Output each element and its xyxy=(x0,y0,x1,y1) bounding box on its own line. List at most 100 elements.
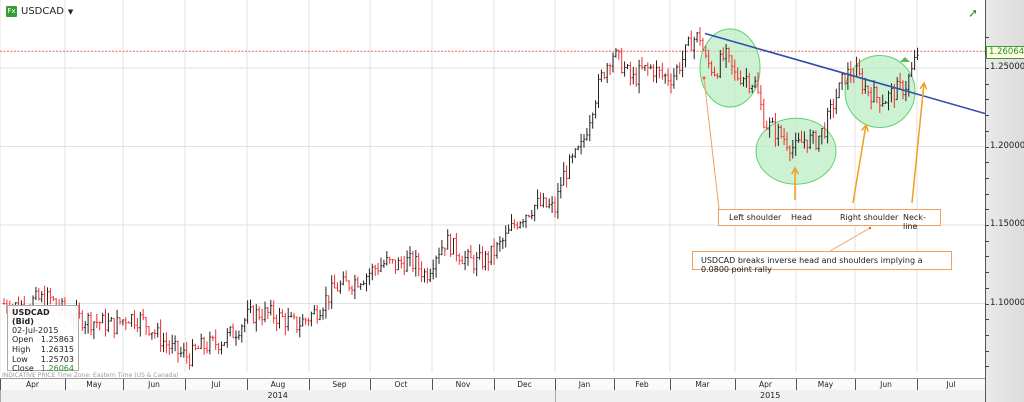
ohlc-bar[interactable] xyxy=(600,69,603,83)
ohlc-bar[interactable] xyxy=(176,340,180,363)
ohlc-bar[interactable] xyxy=(124,317,127,331)
ohlc-bar[interactable] xyxy=(388,256,391,264)
ohlc-bar[interactable] xyxy=(864,77,867,94)
ohlc-bar[interactable] xyxy=(722,47,725,62)
ohlc-bar[interactable] xyxy=(458,253,461,265)
ohlc-bar[interactable] xyxy=(835,88,838,115)
year-axis[interactable]: 2014 2015 xyxy=(0,390,985,402)
ohlc-bar[interactable] xyxy=(606,62,609,84)
ohlc-bar[interactable] xyxy=(727,47,731,63)
ohlc-bar[interactable] xyxy=(336,282,339,292)
ohlc-bar[interactable] xyxy=(2,298,6,305)
ohlc-bar[interactable] xyxy=(910,61,913,77)
ohlc-bar[interactable] xyxy=(229,326,232,337)
ohlc-bar[interactable] xyxy=(730,55,734,75)
ohlc-bar[interactable] xyxy=(136,318,139,333)
ohlc-bar[interactable] xyxy=(649,64,652,70)
ohlc-bar[interactable] xyxy=(330,275,333,310)
ohlc-bar[interactable] xyxy=(617,49,620,60)
ohlc-bar[interactable] xyxy=(144,316,148,335)
ohlc-bar[interactable] xyxy=(101,312,104,324)
neckline[interactable] xyxy=(704,32,985,115)
ohlc-bar[interactable] xyxy=(626,63,629,70)
ohlc-bar[interactable] xyxy=(463,250,467,271)
ohlc-bar[interactable] xyxy=(127,321,130,324)
ohlc-bar[interactable] xyxy=(562,162,565,186)
ohlc-bar[interactable] xyxy=(545,197,548,208)
ohlc-bar[interactable] xyxy=(843,73,847,85)
ohlc-bar[interactable] xyxy=(461,255,464,265)
ohlc-bar[interactable] xyxy=(591,112,594,129)
ohlc-bar[interactable] xyxy=(287,307,290,331)
ohlc-bar[interactable] xyxy=(382,259,386,268)
ohlc-bar[interactable] xyxy=(104,308,107,337)
ohlc-bar[interactable] xyxy=(150,332,154,340)
ohlc-bar[interactable] xyxy=(374,264,377,277)
ohlc-bar[interactable] xyxy=(548,198,551,209)
ohlc-bar[interactable] xyxy=(823,122,826,139)
ohlc-bar[interactable] xyxy=(803,131,806,149)
ohlc-bar[interactable] xyxy=(806,139,809,153)
ohlc-bar[interactable] xyxy=(916,47,919,60)
ohlc-bar[interactable] xyxy=(217,342,220,355)
ohlc-bar[interactable] xyxy=(797,132,800,143)
ohlc-bar[interactable] xyxy=(292,312,296,320)
ohlc-bar[interactable] xyxy=(765,120,768,130)
ohlc-bar[interactable] xyxy=(159,319,162,352)
ohlc-bar[interactable] xyxy=(437,247,441,264)
ohlc-bar[interactable] xyxy=(881,94,884,107)
ohlc-bar[interactable] xyxy=(745,68,748,88)
ohlc-bar[interactable] xyxy=(748,72,751,94)
ohlc-bar[interactable] xyxy=(342,271,345,286)
ohlc-bar[interactable] xyxy=(313,305,316,315)
ohlc-bar[interactable] xyxy=(585,127,589,141)
ohlc-bar[interactable] xyxy=(498,236,502,252)
ohlc-bar[interactable] xyxy=(391,258,394,264)
ohlc-bar[interactable] xyxy=(487,251,490,271)
ohlc-bar[interactable] xyxy=(327,295,330,310)
ohlc-bar[interactable] xyxy=(307,317,310,326)
ohlc-bar[interactable] xyxy=(733,59,736,81)
ohlc-bar[interactable] xyxy=(263,301,267,323)
ohlc-bar[interactable] xyxy=(443,247,446,257)
ohlc-bar[interactable] xyxy=(162,332,165,353)
ohlc-bar[interactable] xyxy=(115,309,119,335)
ohlc-bar[interactable] xyxy=(693,36,696,60)
ohlc-bar[interactable] xyxy=(466,248,470,266)
ohlc-bar[interactable] xyxy=(452,237,455,255)
ohlc-bar[interactable] xyxy=(472,254,475,274)
ohlc-bar[interactable] xyxy=(820,127,823,145)
ohlc-bar[interactable] xyxy=(84,320,87,335)
ohlc-bar[interactable] xyxy=(205,341,209,354)
ohlc-bar[interactable] xyxy=(284,312,287,336)
ohlc-bar[interactable] xyxy=(197,345,200,350)
ohlc-bar[interactable] xyxy=(423,268,426,283)
ohlc-bar[interactable] xyxy=(565,165,568,188)
ohlc-bar[interactable] xyxy=(385,251,388,266)
ohlc-bar[interactable] xyxy=(753,76,757,88)
ohlc-bar[interactable] xyxy=(826,107,829,144)
ohlc-bar[interactable] xyxy=(356,276,359,288)
ohlc-bar[interactable] xyxy=(762,98,765,129)
ohlc-bar[interactable] xyxy=(365,273,368,292)
ohlc-bar[interactable] xyxy=(571,153,574,164)
ohlc-bar[interactable] xyxy=(681,50,684,78)
ohlc-bar[interactable] xyxy=(321,307,325,320)
ohlc-bar[interactable] xyxy=(301,314,304,327)
ohlc-bar[interactable] xyxy=(603,71,606,80)
ohlc-bar[interactable] xyxy=(446,229,449,250)
ohlc-bar[interactable] xyxy=(350,285,354,295)
ohlc-bar[interactable] xyxy=(669,73,673,94)
ohlc-bar[interactable] xyxy=(89,311,93,336)
ohlc-bar[interactable] xyxy=(394,259,397,274)
ohlc-bar[interactable] xyxy=(362,280,365,286)
ohlc-bar[interactable] xyxy=(707,49,710,69)
ohlc-bar[interactable] xyxy=(832,98,835,118)
ohlc-bar[interactable] xyxy=(875,86,879,104)
ohlc-bar[interactable] xyxy=(608,63,612,76)
ohlc-bar[interactable] xyxy=(92,321,96,340)
ohlc-bar[interactable] xyxy=(434,255,438,278)
ohlc-bar[interactable] xyxy=(527,214,531,218)
ohlc-bar[interactable] xyxy=(347,279,351,292)
ohlc-bar[interactable] xyxy=(397,257,400,271)
